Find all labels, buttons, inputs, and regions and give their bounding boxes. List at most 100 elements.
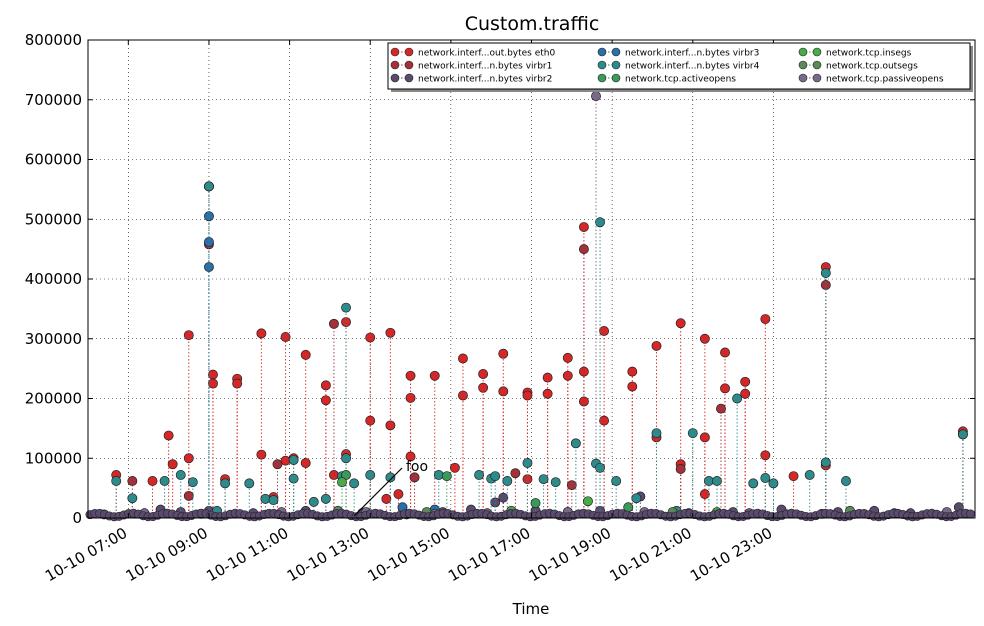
data-point <box>699 489 710 500</box>
y-tick-label: 700000 <box>25 91 82 109</box>
x-tick-label: 10-10 23:00 <box>687 524 775 585</box>
data-point <box>208 369 218 380</box>
data-point <box>220 478 231 489</box>
data-point <box>385 327 396 338</box>
data-point <box>732 393 743 404</box>
data-point <box>720 383 730 394</box>
legend-label: network.interf...n.bytes virbr2 <box>418 75 552 85</box>
legend-marker <box>404 60 414 70</box>
series-8 <box>99 91 952 520</box>
data-point <box>966 509 976 519</box>
legend-label: network.tcp.activeopens <box>625 75 736 85</box>
legend-marker <box>390 47 400 57</box>
data-point <box>820 280 831 290</box>
legend-item: network.interf...n.bytes virbr1 <box>390 60 552 72</box>
data-point <box>288 455 299 465</box>
data-point <box>675 318 686 329</box>
data-point <box>502 476 513 486</box>
data-point <box>712 476 722 486</box>
data-point <box>578 222 589 232</box>
data-point <box>768 478 779 489</box>
legend-item: network.tcp.passiveopens <box>798 73 944 85</box>
x-tick-label: 10-10 15:00 <box>365 524 453 585</box>
legend-marker <box>611 47 621 57</box>
data-point <box>187 477 198 488</box>
data-point <box>449 462 460 473</box>
data-point <box>159 476 170 486</box>
data-point <box>687 428 698 439</box>
data-point <box>699 432 710 443</box>
data-point <box>595 217 605 228</box>
data-point <box>490 471 501 482</box>
data-point <box>474 470 485 480</box>
data-point <box>127 493 138 504</box>
data-point <box>204 181 214 192</box>
data-point <box>320 493 331 504</box>
data-point <box>204 262 214 272</box>
legend-item: network.interf...n.bytes virbr4 <box>597 60 760 72</box>
data-point <box>627 366 638 377</box>
data-point <box>740 376 751 387</box>
data-point <box>328 318 339 329</box>
y-tick-label: 800000 <box>25 31 82 49</box>
y-tick-label: 200000 <box>25 390 82 408</box>
data-point <box>341 453 351 464</box>
data-point <box>522 458 533 468</box>
legend: network.interf...out.bytes eth0 network.i… <box>387 42 973 92</box>
data-point <box>841 476 851 486</box>
data-point <box>409 472 420 483</box>
annotation-text: foo <box>406 459 428 475</box>
series-0 <box>111 222 968 518</box>
y-tick-label: 300000 <box>25 330 82 348</box>
legend-marker <box>812 60 822 70</box>
data-point <box>280 332 291 342</box>
data-point <box>429 370 440 381</box>
legend-marker <box>390 60 400 70</box>
chart-title: Custom.traffic <box>465 13 600 35</box>
data-point <box>256 449 267 460</box>
data-point <box>337 477 347 488</box>
legend-item: network.tcp.activeopens <box>597 73 736 85</box>
series-4 <box>111 181 968 518</box>
data-point <box>385 420 396 431</box>
legend-marker <box>597 60 607 70</box>
data-point <box>300 458 311 468</box>
data-point <box>320 380 331 391</box>
data-point <box>510 468 521 479</box>
legend-box <box>387 42 971 90</box>
data-point <box>538 474 549 485</box>
data-point <box>300 349 311 360</box>
x-tick-label: 10-10 21:00 <box>606 524 694 585</box>
legend-item: network.interf...n.bytes virbr2 <box>390 73 552 85</box>
data-point <box>740 388 751 399</box>
series-3 <box>204 181 440 518</box>
data-point <box>478 382 489 393</box>
data-point <box>599 415 610 426</box>
data-point <box>341 302 351 313</box>
data-point <box>365 332 376 343</box>
data-point <box>183 330 194 341</box>
data-point <box>530 498 541 509</box>
axes-frame <box>87 39 976 519</box>
data-point <box>272 459 283 470</box>
data-point <box>208 378 218 389</box>
legend-label: network.tcp.insegs <box>826 49 912 59</box>
data-point <box>562 370 573 381</box>
data-point <box>381 493 392 504</box>
data-point <box>720 347 730 358</box>
data-point <box>748 478 759 489</box>
x-tick-label: 10-10 17:00 <box>445 524 533 585</box>
data-point <box>244 478 255 489</box>
legend-label: network.interf...n.bytes virbr3 <box>625 49 759 59</box>
data-point <box>591 91 601 102</box>
data-point <box>566 480 577 491</box>
plot-area: 0 100000 200000 300000 400000 500000 600000 700… <box>25 31 976 585</box>
legend-marker <box>798 47 808 57</box>
data-point <box>562 352 573 363</box>
data-point <box>542 372 553 383</box>
data-point <box>433 470 444 480</box>
y-tick-label: 400000 <box>25 270 82 288</box>
legend-marker <box>390 73 400 83</box>
data-point <box>167 459 178 470</box>
